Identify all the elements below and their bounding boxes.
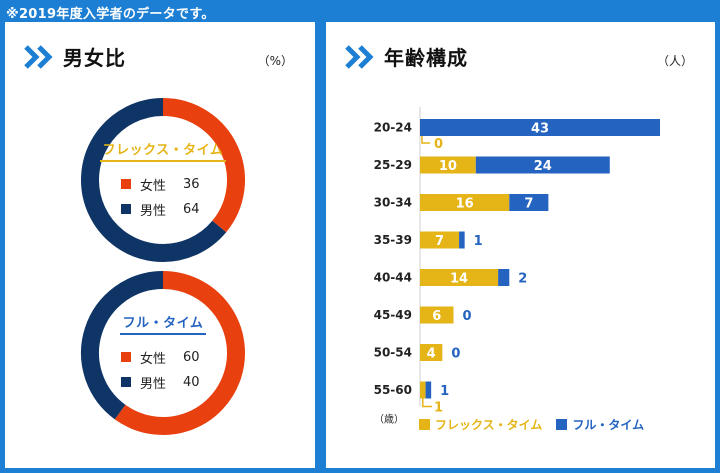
fulltime-value-label: 24 [534, 159, 552, 174]
bar-fulltime [509, 194, 549, 211]
gender-ratio-title: 男女比 [63, 46, 126, 70]
flextime-value-label: 14 [450, 272, 468, 287]
flextime-leader-line [421, 136, 430, 144]
fulltime-female-row: 女性 60 [121, 348, 205, 367]
age-composition-title: 年齢構成 [384, 46, 468, 70]
male-value: 64 [183, 201, 200, 217]
bar-flextime [420, 231, 460, 249]
age-composition-panel: 年齢構成 （人） 20-24 0 43 25-29 10 24 30-34 16 7 35-39 7… [326, 22, 715, 468]
male-swatch [121, 204, 131, 214]
bar-fulltime [475, 156, 610, 174]
flextime-legend-label: フレックス・タイム [435, 418, 543, 432]
age-composition-header: 年齢構成 [344, 42, 468, 71]
flextime-gender-donut: フレックス・タイム 女性 36 男性 64 [78, 95, 248, 265]
age-tick-label: 35-39 [374, 233, 412, 247]
female-label: 女性 [140, 351, 167, 367]
donut-slice-female [162, 98, 245, 233]
bar-fulltime [425, 381, 432, 399]
flextime-leader-line [422, 398, 432, 408]
fulltime-value-label: 0 [451, 347, 460, 362]
female-swatch [121, 179, 131, 189]
age-bar-chart: 20-24 0 43 25-29 10 24 30-34 16 7 35-39 7 1 40-44 14 2… [326, 22, 715, 468]
fulltime-gender-donut: フル・タイム 女性 60 男性 40 [78, 268, 248, 438]
legend-fulltime: フル・タイム [556, 416, 644, 433]
gender-ratio-panel: 男女比 （%） フレックス・タイム 女性 36 男性 64 フル・タイム 女性 [5, 22, 315, 468]
male-label: 男性 [140, 203, 167, 219]
bar-flextime [420, 381, 426, 399]
donut-slice-male [81, 98, 227, 262]
female-value: 36 [183, 176, 200, 192]
flextime-donut-svg [81, 98, 245, 262]
fulltime-value-label: 1 [440, 384, 449, 399]
fulltime-swatch [556, 419, 568, 430]
bar-flextime [420, 156, 476, 174]
age-tick-label: 20-24 [374, 121, 412, 135]
gender-ratio-header: 男女比 [23, 42, 126, 71]
flextime-swatch [419, 419, 430, 430]
bar-flextime [420, 269, 499, 286]
bar-flextime [420, 194, 510, 211]
flextime-value-label: 4 [427, 347, 436, 362]
age-axis-unit: （歳） [374, 414, 404, 426]
fulltime-value-label: 0 [462, 309, 471, 324]
female-label: 女性 [140, 178, 167, 194]
age-tick-label: 30-34 [374, 196, 412, 210]
age-unit: （人） [656, 54, 693, 68]
male-label: 男性 [140, 376, 167, 392]
fulltime-donut-svg [81, 271, 245, 435]
age-tick-label: 55-60 [374, 383, 412, 397]
fulltime-value-label: 7 [524, 197, 533, 212]
age-tick-label: 45-49 [374, 308, 412, 322]
flextime-value-label: 6 [432, 309, 441, 324]
female-swatch [121, 352, 131, 362]
legend-flextime: フレックス・タイム [419, 416, 542, 433]
age-legend: フレックス・タイム フル・タイム [419, 416, 658, 433]
flextime-value-label: 1 [434, 401, 443, 416]
fulltime-male-row: 男性 40 [121, 373, 205, 392]
double-chevron-icon [345, 44, 374, 69]
male-value: 40 [183, 374, 200, 390]
age-tick-label: 25-29 [374, 158, 412, 172]
flextime-donut-label: フレックス・タイム [99, 139, 227, 162]
bar-fulltime [420, 119, 660, 136]
bar-flextime [420, 306, 454, 324]
bar-fulltime [498, 269, 510, 286]
bar-flextime [420, 344, 443, 361]
age-tick-label: 50-54 [374, 346, 412, 360]
donut-slice-male [81, 271, 164, 420]
flextime-value-label: 16 [456, 197, 474, 212]
fulltime-value-label: 2 [518, 272, 527, 287]
age-tick-label: 40-44 [374, 271, 412, 285]
fulltime-donut-center: フル・タイム 女性 60 男性 40 [78, 268, 248, 438]
fulltime-donut-label: フル・タイム [119, 312, 207, 335]
flextime-value-label: 7 [435, 234, 444, 249]
data-year-note: ※2019年度入学者のデータです。 [6, 7, 215, 22]
double-chevron-icon [24, 44, 53, 69]
donut-slice-female [114, 271, 245, 435]
flextime-male-row: 男性 64 [121, 200, 205, 219]
fulltime-legend-label: フル・タイム [572, 418, 645, 432]
female-value: 60 [183, 349, 200, 365]
flextime-donut-center: フレックス・タイム 女性 36 男性 64 [78, 95, 248, 265]
gender-unit: （%） [257, 54, 293, 68]
flextime-value-label: 10 [439, 159, 457, 174]
bar-fulltime [459, 231, 465, 249]
male-swatch [121, 377, 131, 387]
fulltime-value-label: 43 [531, 122, 549, 137]
flextime-female-row: 女性 36 [121, 175, 205, 194]
flextime-value-label: 0 [434, 137, 443, 152]
fulltime-value-label: 1 [474, 234, 483, 249]
